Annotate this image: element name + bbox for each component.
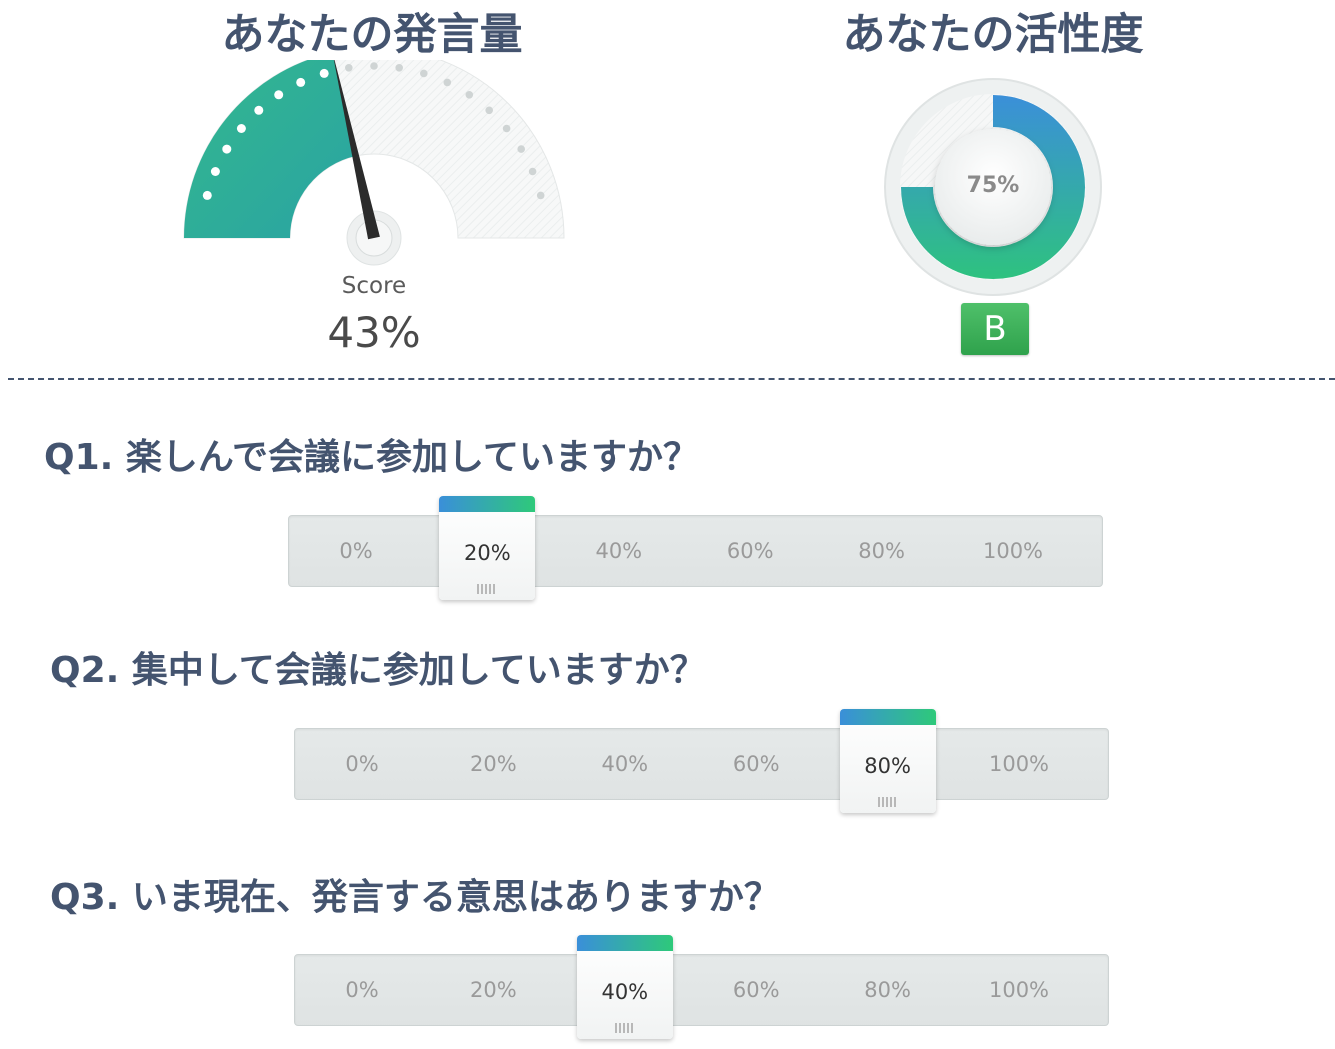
slider-option[interactable]: 60% [732, 978, 780, 1002]
selected-option-label: 40% [601, 980, 649, 1004]
gauge-tick [370, 62, 378, 70]
gauge-tick [395, 64, 403, 72]
slider-option[interactable]: 0% [345, 752, 379, 776]
slider-option[interactable]: 100% [982, 539, 1044, 563]
slider-option[interactable]: 40% [595, 539, 643, 563]
slider-knob[interactable]: 80% [839, 709, 936, 813]
gauge-tick [502, 124, 511, 133]
gauge-dots [202, 62, 545, 200]
gauge-tick [202, 190, 212, 200]
selected-option-label: 80% [864, 754, 911, 778]
slider-option[interactable]: 0% [345, 978, 379, 1002]
gauge-tick [319, 68, 329, 78]
gauge-caption: Score [341, 273, 407, 299]
gauge-tick [485, 106, 494, 115]
activity-value: 75% [966, 173, 1020, 198]
activity-donut [884, 78, 1102, 296]
slider-option[interactable]: 60% [726, 539, 774, 563]
slider-option[interactable]: 20% [470, 978, 517, 1002]
slider-option[interactable]: 0% [339, 539, 373, 563]
slider-option[interactable]: 60% [732, 752, 780, 776]
speech-title: あなたの発言量 [221, 10, 523, 60]
activity-title: あなたの活性度 [842, 10, 1144, 60]
selected-option-label: 20% [464, 541, 511, 565]
gauge-tick [222, 144, 232, 154]
slider-option[interactable]: 80% [864, 978, 911, 1002]
grip-icon [614, 1023, 635, 1033]
slider-option[interactable]: 100% [988, 978, 1050, 1002]
gauge-tick [210, 167, 220, 176]
slider-option[interactable]: 80% [858, 539, 905, 563]
slider-knob[interactable]: 20% [439, 496, 536, 600]
question-3-slider[interactable]: 0% 20% 40% 60% 80% 100% [294, 935, 1109, 1039]
speech-gauge [183, 60, 565, 266]
gauge-tick [465, 91, 474, 99]
gauge-fill [184, 60, 356, 238]
slider-option[interactable]: 40% [601, 752, 649, 776]
grip-icon [477, 584, 498, 594]
gauge-tick [296, 77, 306, 87]
slider-option[interactable]: 100% [988, 752, 1050, 776]
gauge-tick [517, 145, 525, 153]
gauge-tick [420, 69, 428, 78]
knob-accent-bar [576, 935, 673, 951]
grade-badge: B [961, 303, 1029, 355]
needle-icon [333, 60, 380, 240]
slider-option[interactable]: 20% [470, 752, 517, 776]
gauge-score-value: 43% [327, 308, 421, 357]
section-divider [8, 378, 1335, 380]
donut-progress-arc [901, 95, 1085, 279]
question-3-title: Q3. いま現在、発言する意思はありますか？ [50, 877, 780, 918]
question-1-slider[interactable]: 0% 20% 40% 60% 80% 100% [288, 496, 1103, 600]
knob-accent-bar [839, 709, 936, 725]
question-2-slider[interactable]: 0% 20% 40% 60% 80% 100% [294, 709, 1109, 813]
question-1-title: Q1. 楽しんで会議に参加していますか？ [44, 437, 699, 478]
gauge-tick [443, 78, 452, 87]
gauge-tick [254, 105, 264, 115]
gauge-tick [236, 124, 246, 133]
grip-icon [877, 797, 898, 807]
gauge-tick [528, 167, 537, 176]
slider-knob[interactable]: 40% [576, 935, 673, 1039]
knob-accent-bar [439, 496, 536, 512]
question-2-title: Q2. 集中して会議に参加していますか？ [50, 650, 706, 691]
gauge-tick [345, 64, 353, 72]
donut-center [935, 129, 1051, 245]
gauge-tick [536, 191, 545, 200]
gauge-tick [274, 90, 284, 100]
